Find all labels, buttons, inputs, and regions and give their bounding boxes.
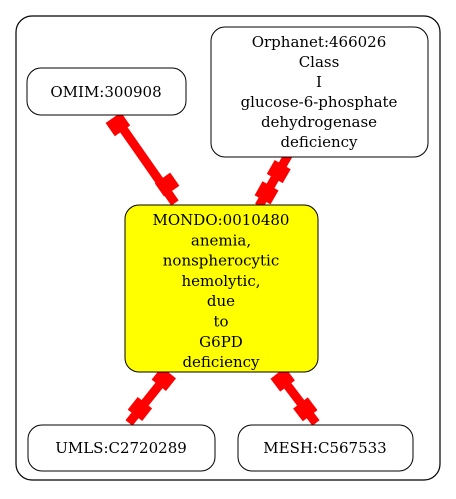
node-label-line: anemia,: [191, 231, 251, 249]
edge-orphanet-to-center: [254, 149, 294, 209]
node-label-line: OMIM:300908: [50, 83, 161, 101]
node-omim[interactable]: OMIM:300908: [26, 67, 187, 116]
node-umls-label: UMLS:C2720289: [55, 439, 187, 457]
node-label-line: glucose-6-phosphate: [241, 93, 398, 111]
node-label-line: MESH:C567533: [263, 439, 386, 457]
edge-end-marker: [154, 172, 180, 197]
edge-end-marker: [270, 367, 295, 392]
node-center[interactable]: MONDO:0010480 anemia, nonspherocytic hemoly…: [124, 204, 319, 373]
node-label-line: to: [213, 313, 228, 331]
edge-end-marker: [254, 181, 279, 205]
node-label-line: due: [207, 292, 235, 310]
edge-center-to-mesh: [270, 367, 320, 426]
cluster-border: [15, 15, 441, 481]
node-label-line: UMLS:C2720289: [55, 439, 187, 457]
node-label-line: I: [316, 73, 322, 91]
edge-end-marker: [293, 397, 318, 422]
edge-center-to-umls: [125, 367, 176, 426]
node-label-line: dehydrogenase: [261, 113, 377, 131]
edge-end-marker: [127, 397, 153, 421]
edge-end-marker: [266, 160, 291, 184]
node-mesh-label: MESH:C567533: [263, 439, 386, 457]
node-label-line: deficiency: [182, 353, 260, 371]
node-label-line: G6PD: [199, 333, 243, 351]
edge-end-marker: [105, 112, 131, 137]
node-label-line: MONDO:0010480: [153, 211, 290, 229]
node-center-label: MONDO:0010480 anemia, nonspherocytic hemoly…: [153, 211, 290, 371]
node-label-line: hemolytic,: [181, 272, 260, 290]
edges: [105, 112, 320, 426]
node-umls[interactable]: UMLS:C2720289: [27, 424, 216, 472]
node-label-line: Orphanet:466026: [252, 33, 387, 51]
edge-end-marker: [151, 367, 176, 391]
node-omim-label: OMIM:300908: [50, 83, 161, 101]
node-mesh[interactable]: MESH:C567533: [237, 424, 414, 472]
node-label-line: deficiency: [280, 133, 358, 151]
node-label-line: Class: [299, 53, 340, 71]
edge-omim-to-center: [105, 112, 180, 206]
node-label-line: nonspherocytic: [163, 252, 280, 270]
